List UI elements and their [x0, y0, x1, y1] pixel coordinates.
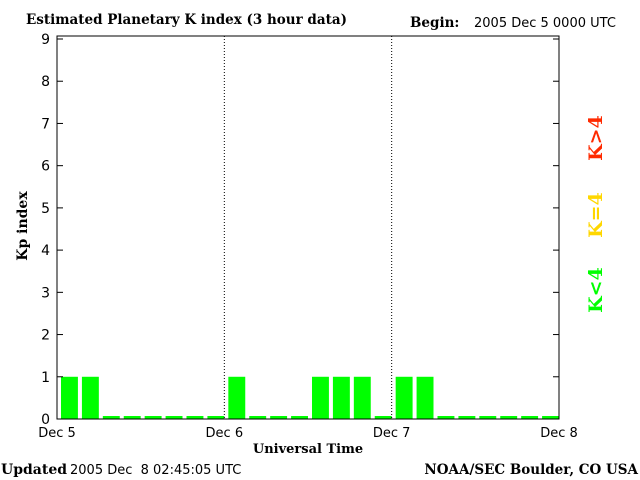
legend-entry: K<4 — [585, 267, 607, 313]
kp-bar — [123, 416, 141, 419]
kp-bar — [395, 376, 413, 419]
y-tick-label: 4 — [41, 243, 50, 259]
updated-label: Updated — [1, 462, 67, 478]
legend: K>4 K=4 K<4 — [585, 115, 607, 313]
x-tick-label: Dec 5 — [38, 426, 76, 441]
x-tick-label: Dec 6 — [206, 426, 244, 441]
x-axis-ticks: Dec 5 Dec 6 Dec 7 Dec 8 — [38, 426, 578, 441]
begin-value: 2005 Dec 5 0000 UTC — [474, 16, 616, 31]
day-separators — [223, 36, 393, 419]
y-tick-label: 0 — [41, 412, 50, 428]
bars-group — [61, 376, 559, 419]
y-axis-label: Kp index — [15, 191, 31, 261]
kp-bar — [312, 376, 329, 419]
kp-bar — [165, 416, 183, 419]
kp-bar — [416, 376, 434, 419]
plot-frame — [56, 35, 560, 420]
kp-bar — [479, 416, 497, 419]
kp-bar — [186, 416, 204, 419]
kp-bar — [270, 416, 288, 419]
kp-bar — [521, 416, 539, 419]
updated-value: 2005 Dec 8 02:45:05 UTC — [70, 463, 241, 478]
kp-bar — [458, 416, 476, 419]
kp-bar — [249, 416, 267, 419]
y-tick-label: 1 — [41, 370, 50, 386]
legend-entry: K=4 — [585, 192, 607, 238]
y-tick-label: 9 — [41, 32, 50, 48]
y-tick-label: 3 — [41, 285, 50, 301]
kp-bar — [542, 416, 559, 419]
legend-entry: K>4 — [585, 115, 607, 161]
y-tick-label: 8 — [41, 74, 50, 90]
kp-bar — [61, 376, 78, 419]
kp-bar — [81, 376, 99, 419]
chart-title: Estimated Planetary K index (3 hour data… — [26, 12, 347, 28]
kp-bar — [437, 416, 455, 419]
y-tick-label: 5 — [41, 201, 50, 217]
x-axis-label: Universal Time — [253, 442, 363, 457]
kp-bar — [500, 416, 518, 419]
source-credit: NOAA/SEC Boulder, CO USA — [424, 462, 638, 478]
kp-bar — [207, 416, 225, 419]
kp-bar — [291, 416, 308, 419]
x-tick-label: Dec 8 — [540, 426, 578, 441]
kp-bar — [144, 416, 162, 419]
kp-bar — [374, 416, 392, 419]
y-tick-label: 6 — [41, 159, 50, 175]
kp-bar — [102, 416, 120, 419]
x-tick-label: Dec 7 — [373, 426, 411, 441]
y-tick-label: 7 — [41, 116, 50, 132]
kp-bar — [332, 376, 350, 419]
begin-label: Begin: — [410, 15, 459, 31]
kp-bar — [228, 376, 246, 419]
y-tick-label: 2 — [41, 328, 50, 344]
y-axis-ticks: 0 1 2 3 4 5 6 7 8 9 — [41, 32, 559, 428]
kp-bar — [353, 376, 371, 419]
